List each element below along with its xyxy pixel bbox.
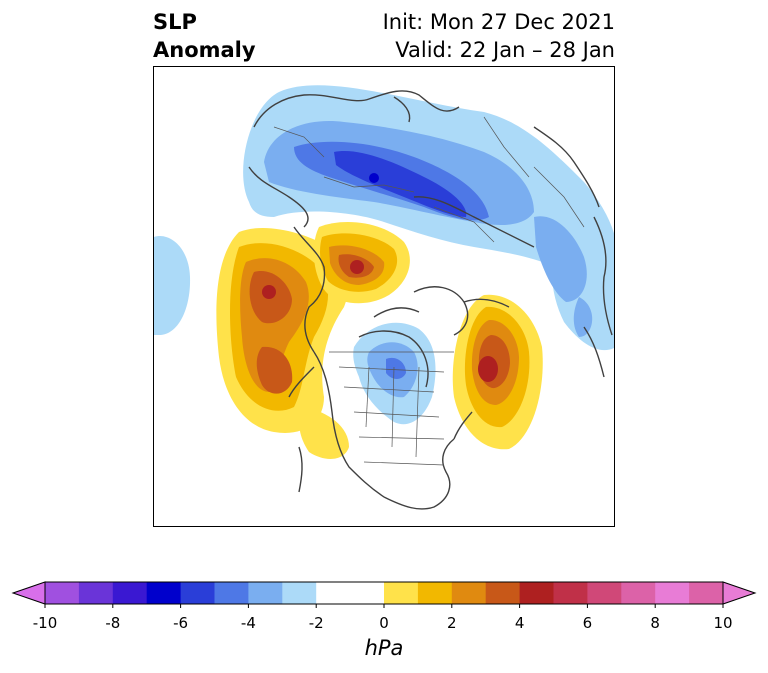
- colorbar-segment: [180, 582, 215, 604]
- colorbar-min-extension: [13, 582, 45, 604]
- valid-range: Valid: 22 Jan – 28 Jan: [395, 38, 615, 62]
- positive-anomaly-bering: [313, 222, 410, 304]
- colorbar-tick-label: -4: [240, 614, 256, 632]
- colorbar-segment: [587, 582, 622, 604]
- positive-anomaly-north-pacific: [216, 227, 349, 459]
- colorbar-segment: [282, 582, 317, 604]
- title-line-2: Anomaly: [153, 38, 256, 62]
- colorbar-tick-label: 10: [713, 614, 733, 632]
- title-line-1: SLP: [153, 10, 197, 34]
- colorbar-segment: [485, 582, 521, 604]
- colorbar-segment: [112, 582, 148, 604]
- colorbar-segment: [451, 582, 487, 604]
- anomaly-map: [154, 85, 614, 510]
- negative-anomaly-eurasia: [243, 85, 614, 351]
- colorbar-segment: [146, 582, 182, 604]
- colorbar-unit: hPa: [364, 636, 404, 660]
- colorbar-segment: [214, 582, 249, 604]
- map-title: SLP Anomaly: [153, 8, 256, 64]
- init-date: Init: Mon 27 Dec 2021: [382, 10, 615, 34]
- colorbar-tick-label: -10: [32, 614, 58, 632]
- colorbar-tick-label: -8: [105, 614, 121, 632]
- negative-anomaly-canada-arctic: [353, 322, 436, 425]
- colorbar-tick-label: 4: [514, 614, 525, 632]
- colorbar-segment: [350, 582, 385, 604]
- colorbar-segment: [248, 582, 283, 604]
- colorbar-segment: [417, 582, 453, 604]
- colorbar-tick-label: 8: [650, 614, 660, 632]
- map-panel: [153, 66, 615, 527]
- colorbar-tick-label: -2: [308, 614, 324, 632]
- colorbar-tick-label: -6: [173, 614, 189, 632]
- colorbar-tick-label: 2: [447, 614, 457, 632]
- country-borders: [273, 116, 585, 466]
- positive-anomaly-north-atlantic: [452, 294, 543, 450]
- colorbar-segment: [689, 582, 724, 604]
- colorbar-tick-label: 0: [379, 614, 389, 632]
- colorbar-segment: [78, 582, 114, 604]
- coastlines: [248, 90, 613, 510]
- colorbar-segment: [621, 582, 656, 604]
- colorbar-segment: [553, 582, 588, 604]
- colorbar-segment: [655, 582, 690, 604]
- colorbar-tick-label: 6: [582, 614, 593, 632]
- colorbar: [11, 581, 757, 608]
- colorbar-segment: [45, 582, 80, 604]
- negative-anomaly-north-pacific-west: [154, 236, 191, 335]
- colorbar-segment: [384, 582, 419, 604]
- colorbar-segment: [316, 582, 351, 604]
- forecast-dates: Init: Mon 27 Dec 2021 Valid: 22 Jan – 28…: [383, 8, 615, 64]
- colorbar-max-extension: [723, 582, 755, 604]
- colorbar-segment: [519, 582, 554, 604]
